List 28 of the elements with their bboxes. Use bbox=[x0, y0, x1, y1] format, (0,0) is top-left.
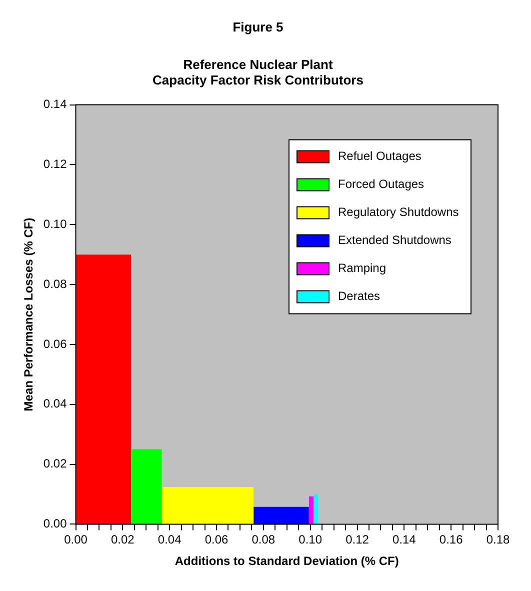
x-tick-label: 0.14 bbox=[392, 532, 416, 547]
legend-label: Ramping bbox=[338, 261, 386, 276]
x-tick-label: 0.16 bbox=[439, 532, 464, 547]
chart-subtitle: Reference Nuclear Plant Capacity Factor Risk Contributors bbox=[152, 56, 364, 88]
y-tick-label: 0.12 bbox=[43, 157, 68, 172]
chart-title: Figure 5 bbox=[232, 19, 284, 34]
legend-label: Derates bbox=[338, 289, 380, 304]
legend-label: Extended Shutdowns bbox=[338, 233, 452, 248]
x-tick-label: 0.12 bbox=[346, 532, 370, 547]
x-tick-label: 0.08 bbox=[252, 532, 276, 547]
y-tick-label: 0.00 bbox=[43, 516, 68, 531]
legend-label: Forced Outages bbox=[338, 177, 424, 192]
x-tick-label: 0.04 bbox=[158, 532, 182, 547]
x-tick-label: 0.00 bbox=[64, 532, 88, 547]
y-tick-label: 0.06 bbox=[43, 336, 68, 351]
x-tick-label: 0.02 bbox=[110, 532, 135, 547]
x-tick-label: 0.10 bbox=[298, 532, 322, 547]
y-tick-label: 0.08 bbox=[43, 276, 68, 291]
y-tick-label: 0.04 bbox=[43, 396, 68, 411]
x-tick-label: 0.06 bbox=[204, 532, 229, 547]
y-tick-label: 0.14 bbox=[43, 97, 68, 112]
x-tick-label: 0.18 bbox=[486, 532, 510, 547]
legend-label: Regulatory Shutdowns bbox=[338, 205, 459, 220]
y-tick-label: 0.10 bbox=[43, 216, 68, 231]
x-axis-title: Additions to Standard Deviation (% CF) bbox=[174, 554, 399, 568]
legend-label: Refuel Outages bbox=[338, 149, 422, 164]
y-tick-label: 0.02 bbox=[43, 456, 68, 471]
y-axis-title: Mean Performance Losses (% CF) bbox=[22, 218, 36, 412]
